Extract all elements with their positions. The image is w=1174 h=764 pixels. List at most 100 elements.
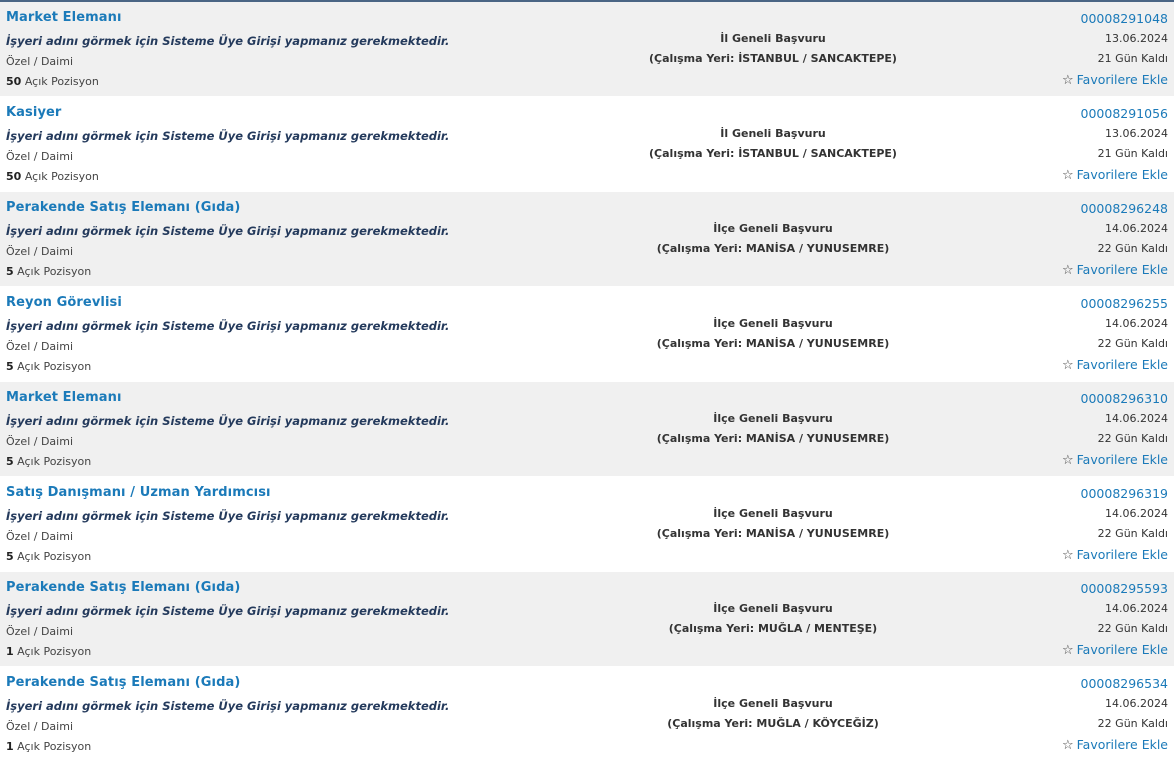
add-to-favorites-button[interactable]: ☆ Favorilere Ekle [1062, 72, 1168, 88]
open-positions: 50 Açık Pozisyon [6, 75, 99, 88]
job-title-link[interactable]: Perakende Satış Elemanı (Gıda) [6, 580, 241, 595]
work-location: (Çalışma Yeri: MANİSA / YUNUSEMRE) [656, 432, 890, 445]
job-type: Özel / Daimi [6, 245, 73, 258]
posting-date: 14.06.2024 [1105, 412, 1168, 425]
job-row: Kasiyer İşyeri adını görmek için Sisteme… [0, 97, 1174, 192]
star-outline-icon: ☆ [1061, 73, 1074, 88]
add-to-favorites-button[interactable]: ☆ Favorilere Ekle [1062, 262, 1168, 278]
favorite-label: Favorilere Ekle [1076, 72, 1168, 87]
add-to-favorites-button[interactable]: ☆ Favorilere Ekle [1062, 642, 1168, 658]
job-title-link[interactable]: Satış Danışmanı / Uzman Yardımcısı [6, 485, 271, 500]
open-positions-count: 5 [6, 360, 14, 373]
work-location: (Çalışma Yeri: MANİSA / YUNUSEMRE) [656, 527, 890, 540]
days-remaining: 22 Gün Kaldı [1097, 622, 1168, 635]
add-to-favorites-button[interactable]: ☆ Favorilere Ekle [1062, 167, 1168, 183]
job-title-link[interactable]: Reyon Görevlisi [6, 295, 122, 310]
job-id-link[interactable]: 00008295593 [1080, 581, 1168, 596]
star-outline-icon: ☆ [1061, 548, 1074, 563]
star-outline-icon: ☆ [1061, 168, 1074, 183]
job-type: Özel / Daimi [6, 150, 73, 163]
add-to-favorites-button[interactable]: ☆ Favorilere Ekle [1062, 737, 1168, 753]
posting-date: 14.06.2024 [1105, 602, 1168, 615]
job-id-link[interactable]: 00008296319 [1080, 486, 1168, 501]
open-positions: 5 Açık Pozisyon [6, 550, 91, 563]
open-positions: 50 Açık Pozisyon [6, 170, 99, 183]
favorite-label: Favorilere Ekle [1076, 262, 1168, 277]
job-title-link[interactable]: Perakende Satış Elemanı (Gıda) [6, 200, 241, 215]
open-positions: 5 Açık Pozisyon [6, 455, 91, 468]
job-title-link[interactable]: Market Elemanı [6, 10, 122, 25]
employer-hidden-notice: İşyeri adını görmek için Sisteme Üye Gir… [6, 129, 450, 143]
job-id-link[interactable]: 00008296534 [1080, 676, 1168, 691]
open-positions-label: Açık Pozisyon [17, 550, 92, 563]
work-location: (Çalışma Yeri: İSTANBUL / SANCAKTEPE) [649, 52, 897, 65]
job-row: Reyon Görevlisi İşyeri adını görmek için… [0, 287, 1174, 382]
application-scope: İlçe Geneli Başvuru [713, 412, 833, 425]
open-positions-label: Açık Pozisyon [24, 170, 99, 183]
posting-date: 14.06.2024 [1105, 222, 1168, 235]
add-to-favorites-button[interactable]: ☆ Favorilere Ekle [1062, 547, 1168, 563]
open-positions-label: Açık Pozisyon [17, 645, 92, 658]
employer-hidden-notice: İşyeri adını görmek için Sisteme Üye Gir… [6, 224, 450, 238]
open-positions-count: 1 [6, 645, 14, 658]
favorite-label: Favorilere Ekle [1076, 167, 1168, 182]
open-positions: 5 Açık Pozisyon [6, 265, 91, 278]
work-location: (Çalışma Yeri: MUĞLA / KÖYCEĞİZ) [667, 717, 879, 730]
employer-hidden-notice: İşyeri adını görmek için Sisteme Üye Gir… [6, 414, 450, 428]
add-to-favorites-button[interactable]: ☆ Favorilere Ekle [1062, 357, 1168, 373]
open-positions-count: 1 [6, 740, 14, 753]
job-type: Özel / Daimi [6, 435, 73, 448]
posting-date: 14.06.2024 [1105, 507, 1168, 520]
open-positions: 5 Açık Pozisyon [6, 360, 91, 373]
work-location: (Çalışma Yeri: MUĞLA / MENTEŞE) [668, 622, 878, 635]
days-remaining: 22 Gün Kaldı [1097, 527, 1168, 540]
employer-hidden-notice: İşyeri adını görmek için Sisteme Üye Gir… [6, 319, 450, 333]
open-positions-count: 5 [6, 550, 14, 563]
application-scope: İlçe Geneli Başvuru [713, 602, 833, 615]
application-scope: İlçe Geneli Başvuru [713, 317, 833, 330]
star-outline-icon: ☆ [1061, 263, 1074, 278]
job-row: Perakende Satış Elemanı (Gıda) İşyeri ad… [0, 667, 1174, 762]
open-positions-label: Açık Pozisyon [17, 265, 92, 278]
open-positions-label: Açık Pozisyon [24, 75, 99, 88]
days-remaining: 21 Gün Kaldı [1097, 52, 1168, 65]
days-remaining: 22 Gün Kaldı [1097, 717, 1168, 730]
open-positions-label: Açık Pozisyon [17, 455, 92, 468]
star-outline-icon: ☆ [1061, 453, 1074, 468]
job-title-link[interactable]: Market Elemanı [6, 390, 122, 405]
employer-hidden-notice: İşyeri adını görmek için Sisteme Üye Gir… [6, 604, 450, 618]
job-row: Perakende Satış Elemanı (Gıda) İşyeri ad… [0, 192, 1174, 287]
job-id-link[interactable]: 00008291056 [1080, 106, 1168, 121]
job-id-link[interactable]: 00008291048 [1080, 11, 1168, 26]
employer-hidden-notice: İşyeri adını görmek için Sisteme Üye Gir… [6, 699, 450, 713]
add-to-favorites-button[interactable]: ☆ Favorilere Ekle [1062, 452, 1168, 468]
open-positions-count: 50 [6, 75, 22, 88]
job-type: Özel / Daimi [6, 625, 73, 638]
job-title-link[interactable]: Perakende Satış Elemanı (Gıda) [6, 675, 241, 690]
work-location: (Çalışma Yeri: İSTANBUL / SANCAKTEPE) [649, 147, 897, 160]
posting-date: 13.06.2024 [1105, 127, 1168, 140]
job-id-link[interactable]: 00008296255 [1080, 296, 1168, 311]
days-remaining: 21 Gün Kaldı [1097, 147, 1168, 160]
star-outline-icon: ☆ [1061, 643, 1074, 658]
open-positions-label: Açık Pozisyon [17, 360, 92, 373]
favorite-label: Favorilere Ekle [1076, 642, 1168, 657]
application-scope: İlçe Geneli Başvuru [713, 222, 833, 235]
job-row: Perakende Satış Elemanı (Gıda) İşyeri ad… [0, 572, 1174, 667]
employer-hidden-notice: İşyeri adını görmek için Sisteme Üye Gir… [6, 509, 450, 523]
job-row: Market Elemanı İşyeri adını görmek için … [0, 2, 1174, 97]
job-id-link[interactable]: 00008296310 [1080, 391, 1168, 406]
open-positions: 1 Açık Pozisyon [6, 645, 91, 658]
application-scope: İl Geneli Başvuru [720, 32, 826, 45]
application-scope: İl Geneli Başvuru [720, 127, 826, 140]
job-title-link[interactable]: Kasiyer [6, 105, 62, 120]
posting-date: 13.06.2024 [1105, 32, 1168, 45]
employer-hidden-notice: İşyeri adını görmek için Sisteme Üye Gir… [6, 34, 450, 48]
job-row: Satış Danışmanı / Uzman Yardımcısı İşyer… [0, 477, 1174, 572]
job-id-link[interactable]: 00008296248 [1080, 201, 1168, 216]
star-outline-icon: ☆ [1061, 358, 1074, 373]
open-positions-count: 50 [6, 170, 22, 183]
posting-date: 14.06.2024 [1105, 697, 1168, 710]
open-positions: 1 Açık Pozisyon [6, 740, 91, 753]
